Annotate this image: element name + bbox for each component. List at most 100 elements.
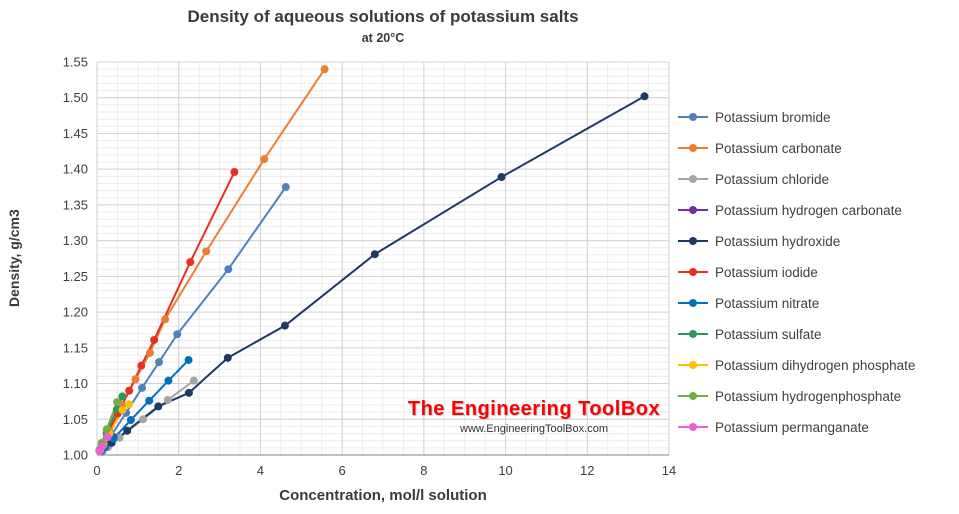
series-point xyxy=(155,358,164,367)
series-point xyxy=(138,383,147,392)
series-point xyxy=(126,415,135,424)
legend-marker-icon xyxy=(678,174,708,184)
series-point xyxy=(161,315,170,324)
legend-label: Potassium iodide xyxy=(715,264,818,280)
y-tick-label: 1.35 xyxy=(63,197,88,212)
chart-subtitle: at 20°C xyxy=(361,31,405,45)
series-point xyxy=(184,388,193,397)
legend-label: Potassium permanganate xyxy=(715,419,869,435)
series-point xyxy=(118,405,127,414)
legend-item: Potassium hydroxide xyxy=(678,230,915,252)
series-point xyxy=(125,386,134,395)
legend-item: Potassium bromide xyxy=(678,106,915,128)
legend-marker-icon xyxy=(678,143,708,153)
y-tick-label: 1.50 xyxy=(63,90,88,105)
legend-marker-icon xyxy=(678,267,708,277)
series-point xyxy=(281,183,290,192)
legend-item: Potassium permanganate xyxy=(678,416,915,438)
series-point xyxy=(103,433,112,442)
legend-item: Potassium hydrogen carbonate xyxy=(678,199,915,221)
series-point xyxy=(118,392,127,401)
x-axis-label: Concentration, mol/l solution xyxy=(279,487,487,504)
y-tick-label: 1.30 xyxy=(63,233,88,248)
series-point xyxy=(202,247,211,256)
legend-marker-icon xyxy=(678,360,708,370)
series-point xyxy=(184,355,193,364)
series-point xyxy=(320,65,329,74)
legend-label: Potassium nitrate xyxy=(715,295,820,311)
series-point xyxy=(102,425,111,434)
y-tick-label: 1.20 xyxy=(63,305,88,320)
legend-marker-icon xyxy=(678,236,708,246)
x-tick-label: 6 xyxy=(339,463,346,478)
legend-item: Potassium sulfate xyxy=(678,323,915,345)
legend-label: Potassium hydroxide xyxy=(715,233,841,249)
legend: Potassium bromide Potassium carbonate Pota… xyxy=(678,106,915,438)
series-point xyxy=(98,442,107,451)
series-point xyxy=(137,361,146,370)
series-point xyxy=(163,395,172,404)
legend-marker-icon xyxy=(678,112,708,122)
legend-marker-icon xyxy=(678,298,708,308)
legend-label: Potassium carbonate xyxy=(715,140,842,156)
legend-item: Potassium nitrate xyxy=(678,292,915,314)
series-point xyxy=(497,173,506,182)
x-tick-label: 2 xyxy=(175,463,182,478)
y-tick-label: 1.05 xyxy=(63,412,88,427)
legend-item: Potassium carbonate xyxy=(678,137,915,159)
legend-label: Potassium dihydrogen phosphate xyxy=(715,357,916,373)
series-point xyxy=(224,265,233,274)
y-tick-label: 1.45 xyxy=(63,126,88,141)
series-point xyxy=(154,402,163,411)
series-point xyxy=(640,92,649,101)
legend-marker-icon xyxy=(678,205,708,215)
chart-title: Density of aqueous solutions of potassiu… xyxy=(187,7,579,26)
legend-item: Potassium dihydrogen phosphate xyxy=(678,354,915,376)
y-tick-label: 1.00 xyxy=(63,448,88,463)
y-tick-label: 1.55 xyxy=(63,55,88,70)
legend-marker-icon xyxy=(678,391,708,401)
watermark-url: www.EngineeringToolBox.com xyxy=(460,423,608,435)
legend-item: Potassium iodide xyxy=(678,261,915,283)
legend-label: Potassium sulfate xyxy=(715,326,822,342)
series-point xyxy=(150,335,159,344)
legend-label: Potassium chloride xyxy=(715,171,830,187)
series-point xyxy=(113,398,122,407)
legend-label: Potassium hydrogen carbonate xyxy=(715,202,902,218)
series-point xyxy=(131,375,140,384)
series-point xyxy=(223,353,232,362)
series-point xyxy=(230,168,239,177)
series-point xyxy=(145,348,154,357)
watermark: The Engineering ToolBox www.EngineeringT… xyxy=(398,398,670,435)
legend-label: Potassium hydrogenphosphate xyxy=(715,388,902,404)
x-tick-label: 10 xyxy=(498,463,512,478)
legend-marker-icon xyxy=(678,329,708,339)
series-point xyxy=(139,415,148,424)
y-tick-label: 1.15 xyxy=(63,340,88,355)
x-tick-label: 4 xyxy=(257,463,264,478)
y-tick-label: 1.40 xyxy=(63,162,88,177)
series-point xyxy=(260,155,269,164)
watermark-title: The Engineering ToolBox xyxy=(407,398,661,420)
legend-item: Potassium hydrogenphosphate xyxy=(678,385,915,407)
series-point xyxy=(123,426,132,435)
x-tick-label: 14 xyxy=(662,463,676,478)
legend-item: Potassium chloride xyxy=(678,168,915,190)
x-tick-label: 0 xyxy=(93,463,100,478)
series-point xyxy=(173,330,182,339)
series-point xyxy=(186,258,195,267)
legend-marker-icon xyxy=(678,422,708,432)
series-point xyxy=(125,400,134,409)
x-tick-label: 12 xyxy=(580,463,594,478)
x-tick-label: 8 xyxy=(420,463,427,478)
legend-label: Potassium bromide xyxy=(715,109,831,125)
series-point xyxy=(370,250,379,259)
series-point xyxy=(189,376,198,385)
series-point xyxy=(145,396,154,405)
y-tick-label: 1.25 xyxy=(63,269,88,284)
series-point xyxy=(164,376,173,385)
series-point xyxy=(280,321,289,330)
y-tick-label: 1.10 xyxy=(63,376,88,391)
